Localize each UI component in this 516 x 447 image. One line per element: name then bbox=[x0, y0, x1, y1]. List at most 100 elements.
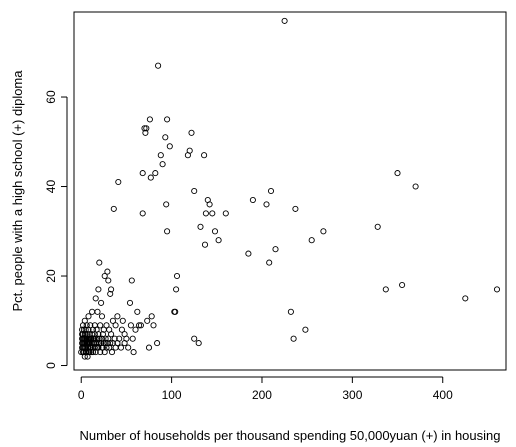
data-point bbox=[112, 322, 119, 329]
data-point bbox=[139, 170, 146, 177]
data-point bbox=[126, 299, 134, 306]
x-tick-label: 300 bbox=[342, 388, 362, 402]
data-point bbox=[197, 223, 204, 230]
data-point bbox=[245, 250, 252, 257]
data-point bbox=[201, 152, 208, 159]
data-point bbox=[292, 205, 299, 212]
data-point bbox=[202, 210, 209, 217]
data-point bbox=[106, 344, 113, 351]
data-point bbox=[162, 134, 169, 141]
data-point bbox=[104, 268, 111, 275]
data-point bbox=[136, 322, 143, 329]
data-point bbox=[79, 326, 86, 333]
data-point bbox=[85, 313, 92, 320]
points-layer bbox=[78, 17, 501, 360]
data-point bbox=[267, 187, 275, 195]
plot-frame bbox=[73, 11, 507, 371]
data-point bbox=[123, 335, 130, 342]
x-tick-label: 100 bbox=[162, 388, 182, 402]
data-point bbox=[211, 228, 219, 235]
data-point bbox=[188, 129, 195, 136]
data-point bbox=[117, 344, 125, 351]
data-point bbox=[132, 326, 139, 333]
data-point bbox=[114, 313, 121, 320]
data-point bbox=[308, 237, 315, 244]
y-axis-label: Pct. people with a high school (+) diplo… bbox=[10, 70, 25, 312]
data-point bbox=[152, 170, 159, 177]
data-point bbox=[382, 286, 389, 293]
data-point bbox=[108, 286, 115, 293]
data-point bbox=[137, 322, 144, 329]
data-point bbox=[412, 183, 419, 190]
data-point bbox=[287, 308, 294, 315]
data-point bbox=[159, 161, 166, 168]
data-point bbox=[110, 205, 117, 212]
data-point bbox=[109, 317, 116, 324]
data-point bbox=[206, 201, 213, 208]
data-point bbox=[107, 290, 114, 297]
data-point bbox=[119, 317, 126, 324]
data-point bbox=[125, 344, 132, 351]
data-point bbox=[191, 187, 198, 195]
data-point bbox=[215, 237, 222, 244]
data-point bbox=[249, 196, 256, 204]
data-point bbox=[129, 335, 136, 342]
data-point bbox=[108, 349, 116, 356]
data-point bbox=[164, 228, 171, 235]
data-point bbox=[89, 308, 96, 315]
data-point bbox=[96, 340, 103, 347]
data-point bbox=[150, 322, 157, 329]
data-point bbox=[115, 178, 122, 186]
data-point bbox=[266, 259, 273, 266]
x-axis-label: Number of households per thousand spendi… bbox=[80, 428, 501, 443]
data-point bbox=[98, 313, 106, 320]
data-point bbox=[272, 246, 279, 253]
data-point bbox=[281, 17, 288, 24]
data-point bbox=[163, 201, 170, 208]
data-point bbox=[105, 277, 112, 284]
data-point bbox=[302, 326, 309, 333]
y-tick-label: 40 bbox=[44, 180, 58, 194]
data-point bbox=[263, 201, 270, 208]
data-point bbox=[493, 286, 501, 293]
data-point bbox=[166, 143, 173, 150]
data-point bbox=[164, 116, 171, 123]
data-point bbox=[87, 322, 94, 329]
data-point bbox=[107, 340, 114, 347]
x-tick-label: 200 bbox=[252, 388, 272, 402]
x-tick-label: 0 bbox=[78, 388, 85, 402]
data-point bbox=[399, 281, 406, 289]
data-point bbox=[173, 272, 181, 280]
data-point bbox=[157, 152, 164, 159]
data-point bbox=[95, 331, 102, 338]
data-point bbox=[173, 286, 180, 293]
data-point bbox=[127, 322, 134, 329]
data-point bbox=[394, 170, 401, 177]
data-point bbox=[222, 210, 229, 217]
data-point bbox=[147, 174, 154, 181]
data-point bbox=[108, 331, 115, 338]
data-point bbox=[96, 259, 103, 266]
data-point bbox=[92, 349, 99, 356]
data-point bbox=[320, 228, 327, 235]
y-tick-label: 20 bbox=[44, 269, 58, 283]
data-point bbox=[134, 308, 141, 315]
data-point bbox=[103, 322, 110, 329]
data-point bbox=[141, 125, 148, 132]
data-point bbox=[374, 223, 381, 230]
data-point bbox=[144, 317, 151, 324]
data-point bbox=[191, 335, 198, 342]
data-point bbox=[95, 286, 102, 293]
data-point bbox=[142, 129, 149, 136]
data-point bbox=[290, 335, 297, 342]
data-point bbox=[99, 331, 106, 338]
data-point bbox=[118, 326, 125, 333]
data-point bbox=[155, 62, 162, 69]
x-tick-label: 400 bbox=[433, 388, 453, 402]
data-point bbox=[101, 272, 108, 280]
data-point bbox=[94, 308, 101, 315]
data-point bbox=[116, 335, 123, 342]
data-point bbox=[148, 313, 155, 320]
data-point bbox=[111, 335, 118, 342]
data-point bbox=[145, 344, 153, 351]
